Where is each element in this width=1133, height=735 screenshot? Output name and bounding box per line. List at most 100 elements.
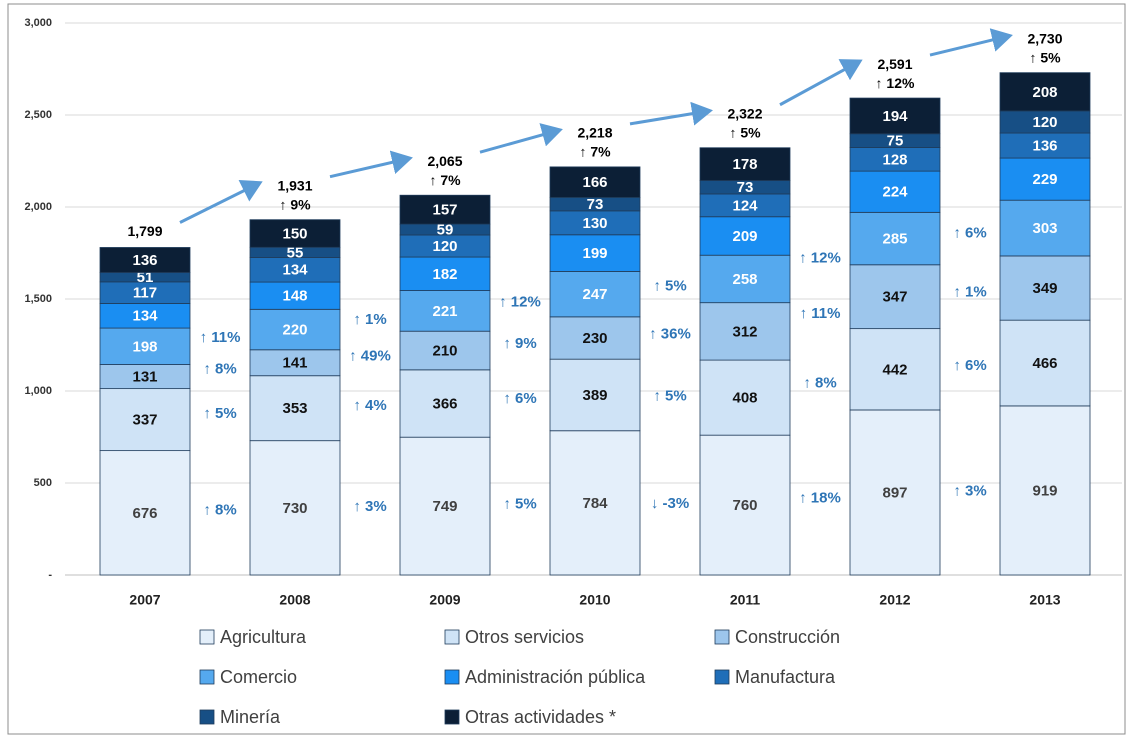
segment-label: 337 <box>132 412 157 429</box>
bar-segment <box>99 327 191 365</box>
total-growth-label: ↑ 7% <box>429 172 461 188</box>
total-label: 2,322 <box>727 105 762 121</box>
bar-segment <box>849 328 941 411</box>
legend-swatch <box>714 669 730 685</box>
total-growth-label: ↑ 5% <box>729 124 761 140</box>
segment-label: 224 <box>882 184 908 201</box>
bar-segment <box>699 254 791 304</box>
bar-segment <box>99 247 191 273</box>
legend-label: Otros servicios <box>465 627 584 647</box>
segment-label: 389 <box>582 387 607 404</box>
growth-label: ↑ 12% <box>799 250 841 267</box>
bar-segment <box>699 302 791 361</box>
growth-label: ↑ 6% <box>953 224 986 241</box>
legend-swatch <box>199 709 215 725</box>
segment-label: 194 <box>882 108 908 125</box>
growth-label: ↑ 1% <box>953 283 986 300</box>
bar-segment <box>849 97 941 135</box>
x-tick-label: 2012 <box>879 592 910 608</box>
bar-segment <box>849 211 941 266</box>
x-tick-label: 2013 <box>1029 592 1060 608</box>
y-tick-label: 500 <box>34 477 52 489</box>
growth-label: ↑ 3% <box>953 482 986 499</box>
segment-label: 897 <box>882 484 907 501</box>
growth-label: ↑ 12% <box>499 293 541 310</box>
x-tick-label: 2010 <box>579 592 610 608</box>
legend-label: Minería <box>220 707 281 727</box>
segment-label: 312 <box>732 323 757 340</box>
segment-label: 442 <box>882 361 907 378</box>
bar-segment <box>849 264 941 330</box>
x-tick-label: 2011 <box>730 592 761 608</box>
segment-label: 166 <box>582 174 607 191</box>
segment-label: 117 <box>133 285 157 302</box>
growth-label: ↑ 6% <box>953 357 986 374</box>
bar-segment <box>249 308 341 351</box>
segment-label: 408 <box>732 390 757 407</box>
total-growth-label: ↑ 7% <box>579 144 611 160</box>
bar-segment <box>549 358 641 432</box>
legend-swatch <box>714 629 730 645</box>
bar-segment <box>399 369 491 438</box>
segment-label: 178 <box>732 156 757 173</box>
segment-label: 73 <box>587 196 604 213</box>
growth-label: ↑ 36% <box>649 326 691 343</box>
bar-segment <box>549 166 641 198</box>
growth-label: ↑ 3% <box>353 498 386 515</box>
segment-label: 120 <box>1032 114 1057 131</box>
trend-arrow <box>779 59 863 107</box>
growth-label: ↑ 8% <box>203 361 236 378</box>
segment-label: 258 <box>732 271 757 288</box>
bar-segment <box>399 436 491 576</box>
segment-label: 229 <box>1032 171 1057 188</box>
growth-label: ↑ 18% <box>799 490 841 507</box>
y-tick-label: 2,000 <box>24 201 52 213</box>
total-label: 1,931 <box>277 177 312 193</box>
legend-swatch <box>444 629 460 645</box>
trend-arrow <box>929 28 1013 57</box>
segment-label: 157 <box>432 202 457 219</box>
total-growth-label: ↑ 9% <box>279 196 311 212</box>
growth-label: ↑ 9% <box>503 335 536 352</box>
legend-label: Otras actividades * <box>465 707 616 727</box>
segment-label: 247 <box>582 286 607 303</box>
segment-label: 136 <box>132 252 157 269</box>
bar-segment <box>999 132 1091 159</box>
segment-label: 353 <box>282 400 307 417</box>
total-label: 1,799 <box>127 223 162 239</box>
growth-label: ↑ 5% <box>653 278 686 295</box>
segment-label: 347 <box>882 289 907 306</box>
growth-label: ↑ 5% <box>203 405 236 422</box>
bar-segment <box>249 349 341 377</box>
total-label: 2,591 <box>877 56 912 72</box>
trend-arrow <box>629 101 713 126</box>
bar-segment <box>249 281 341 310</box>
bar-segment <box>249 219 341 248</box>
bar-segment <box>549 430 641 576</box>
segment-label: 55 <box>287 244 304 261</box>
segment-label: 749 <box>432 498 457 515</box>
growth-label: ↑ 49% <box>349 348 391 365</box>
y-tick-label: 1,000 <box>24 385 52 397</box>
bar-segment <box>399 290 491 332</box>
segment-label: 221 <box>432 303 457 320</box>
legend-swatch <box>199 629 215 645</box>
segment-label: 220 <box>282 322 307 339</box>
segment-label: 128 <box>882 151 907 168</box>
segment-label: 366 <box>432 395 457 412</box>
bar-segment <box>399 330 491 371</box>
bar-segment <box>699 434 791 576</box>
bar-segment <box>549 270 641 318</box>
bar-segment <box>249 375 341 442</box>
bar-segment <box>699 359 791 436</box>
segment-label: 303 <box>1032 220 1057 237</box>
total-growth-label: ↑ 12% <box>876 75 915 91</box>
bar-segment <box>999 72 1091 112</box>
segment-label: 209 <box>732 228 757 245</box>
bar-segment <box>99 388 191 452</box>
growth-label: ↑ 11% <box>800 305 841 322</box>
segment-label: 73 <box>737 179 754 196</box>
trend-arrow <box>179 179 263 224</box>
trend-arrow <box>479 123 563 154</box>
